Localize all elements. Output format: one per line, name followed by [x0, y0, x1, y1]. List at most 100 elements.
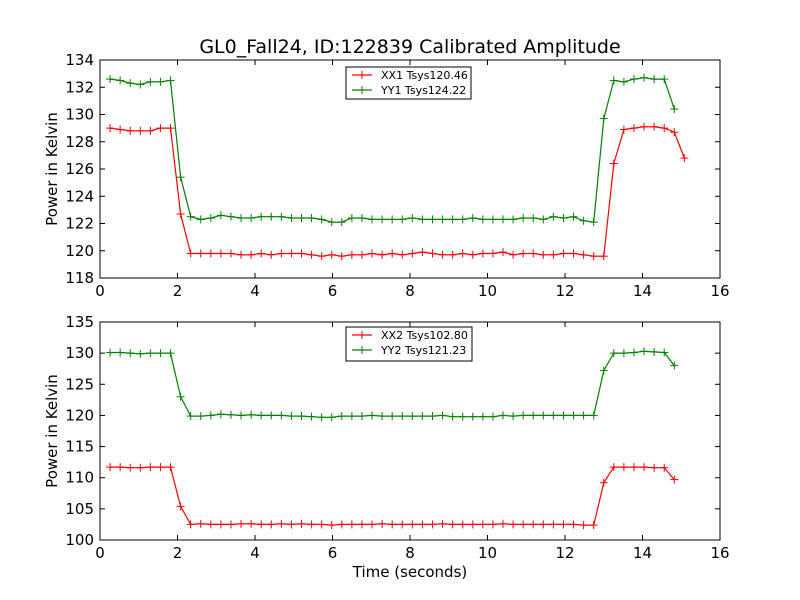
data-point-marker: [549, 520, 558, 529]
legend-label: YY1 Tsys124.22: [380, 84, 466, 97]
data-point-marker: [126, 126, 135, 135]
data-point-marker: [448, 412, 457, 421]
data-point-marker: [176, 209, 185, 218]
data-point-marker: [186, 249, 195, 258]
x-tick-label: 10: [478, 544, 497, 562]
data-point-marker: [398, 520, 407, 529]
legend-item: YY1 Tsys124.22: [352, 84, 466, 97]
data-point-marker: [357, 250, 366, 259]
data-point-marker: [418, 412, 427, 421]
legend-label: XX1 Tsys120.46: [381, 69, 468, 82]
y-axis-label: Power in Kelvin: [43, 112, 61, 226]
data-point-marker: [609, 159, 618, 168]
series-line-1: [110, 126, 685, 257]
x-tick-label: 14: [633, 544, 652, 562]
data-point-marker: [136, 80, 145, 89]
data-point-marker: [226, 249, 235, 258]
data-point-marker: [428, 520, 437, 529]
data-point-marker: [106, 348, 115, 357]
data-point-marker: [156, 349, 165, 358]
y-tick-label: 100: [65, 531, 94, 549]
data-point-marker: [156, 463, 165, 472]
data-point-marker: [216, 520, 225, 529]
data-point-marker: [650, 122, 659, 131]
data-point-marker: [337, 218, 346, 227]
data-point-marker: [539, 411, 548, 420]
data-point-marker: [247, 214, 256, 223]
data-point-marker: [569, 212, 578, 221]
data-point-marker: [388, 249, 397, 258]
x-tick-label: 6: [328, 544, 338, 562]
data-point-marker: [519, 249, 528, 258]
data-point-marker: [287, 520, 296, 529]
data-point-marker: [660, 463, 669, 472]
y-tick-label: 135: [65, 313, 94, 331]
data-point-marker: [428, 249, 437, 258]
x-tick-label: 14: [633, 282, 652, 300]
data-point-marker: [206, 249, 215, 258]
data-point-marker: [609, 463, 618, 472]
x-tick-label: 16: [710, 282, 729, 300]
data-point-marker: [478, 249, 487, 258]
x-tick-label: 4: [250, 544, 260, 562]
y-tick-label: 134: [65, 51, 94, 69]
data-point-marker: [327, 250, 336, 259]
data-point-marker: [569, 520, 578, 529]
data-point-marker: [448, 215, 457, 224]
data-point-marker: [448, 520, 457, 529]
y-tick-label: 124: [65, 187, 94, 205]
y-tick-label: 115: [65, 438, 94, 456]
data-point-marker: [337, 520, 346, 529]
legend-box: [345, 66, 472, 100]
data-point-marker: [408, 412, 417, 421]
data-point-marker: [327, 521, 336, 530]
data-point-marker: [267, 212, 276, 221]
data-point-marker: [428, 412, 437, 421]
data-point-marker: [478, 215, 487, 224]
data-point-marker: [478, 412, 487, 421]
x-tick-label: 2: [173, 544, 183, 562]
data-point-marker: [136, 349, 145, 358]
data-point-marker: [509, 250, 518, 259]
data-point-marker: [146, 126, 155, 135]
data-point-marker: [257, 249, 266, 258]
data-point-marker: [488, 412, 497, 421]
data-point-marker: [579, 216, 588, 225]
data-point-marker: [116, 463, 125, 472]
data-point-marker: [488, 215, 497, 224]
legend: XX2 Tsys102.80 YY2 Tsys121.23: [345, 326, 473, 362]
data-point-marker: [438, 519, 447, 528]
data-point-marker: [166, 124, 175, 133]
data-point-marker: [176, 392, 185, 401]
data-point-marker: [640, 347, 649, 356]
data-point-marker: [357, 214, 366, 223]
data-point-marker: [196, 249, 205, 258]
data-point-marker: [398, 412, 407, 421]
x-tick-label: 10: [478, 282, 497, 300]
data-point-marker: [458, 412, 467, 421]
data-point-marker: [196, 519, 205, 528]
data-point-marker: [488, 249, 497, 258]
data-point-marker: [650, 463, 659, 472]
data-point-marker: [619, 349, 628, 358]
data-point-marker: [116, 348, 125, 357]
data-point-marker: [629, 124, 638, 133]
data-point-marker: [347, 214, 356, 223]
data-point-marker: [670, 105, 679, 114]
y-tick-label: 125: [65, 375, 94, 393]
x-tick-label: 16: [710, 544, 729, 562]
legend-item: XX1 Tsys120.46: [352, 69, 468, 82]
legend: XX1 Tsys120.46 YY1 Tsys124.22: [345, 66, 472, 100]
data-point-marker: [186, 212, 195, 221]
data-point-marker: [277, 519, 286, 528]
chart-title: GL0_Fall24, ID:122839 Calibrated Amplitu…: [199, 36, 620, 58]
data-point-marker: [529, 411, 538, 420]
data-point-marker: [458, 249, 467, 258]
data-point-marker: [317, 520, 326, 529]
data-point-marker: [589, 218, 598, 227]
data-point-marker: [247, 250, 256, 259]
data-point-marker: [509, 520, 518, 529]
data-point-marker: [257, 212, 266, 221]
data-point-marker: [126, 79, 135, 88]
legend-label: YY2 Tsys121.23: [380, 344, 466, 357]
